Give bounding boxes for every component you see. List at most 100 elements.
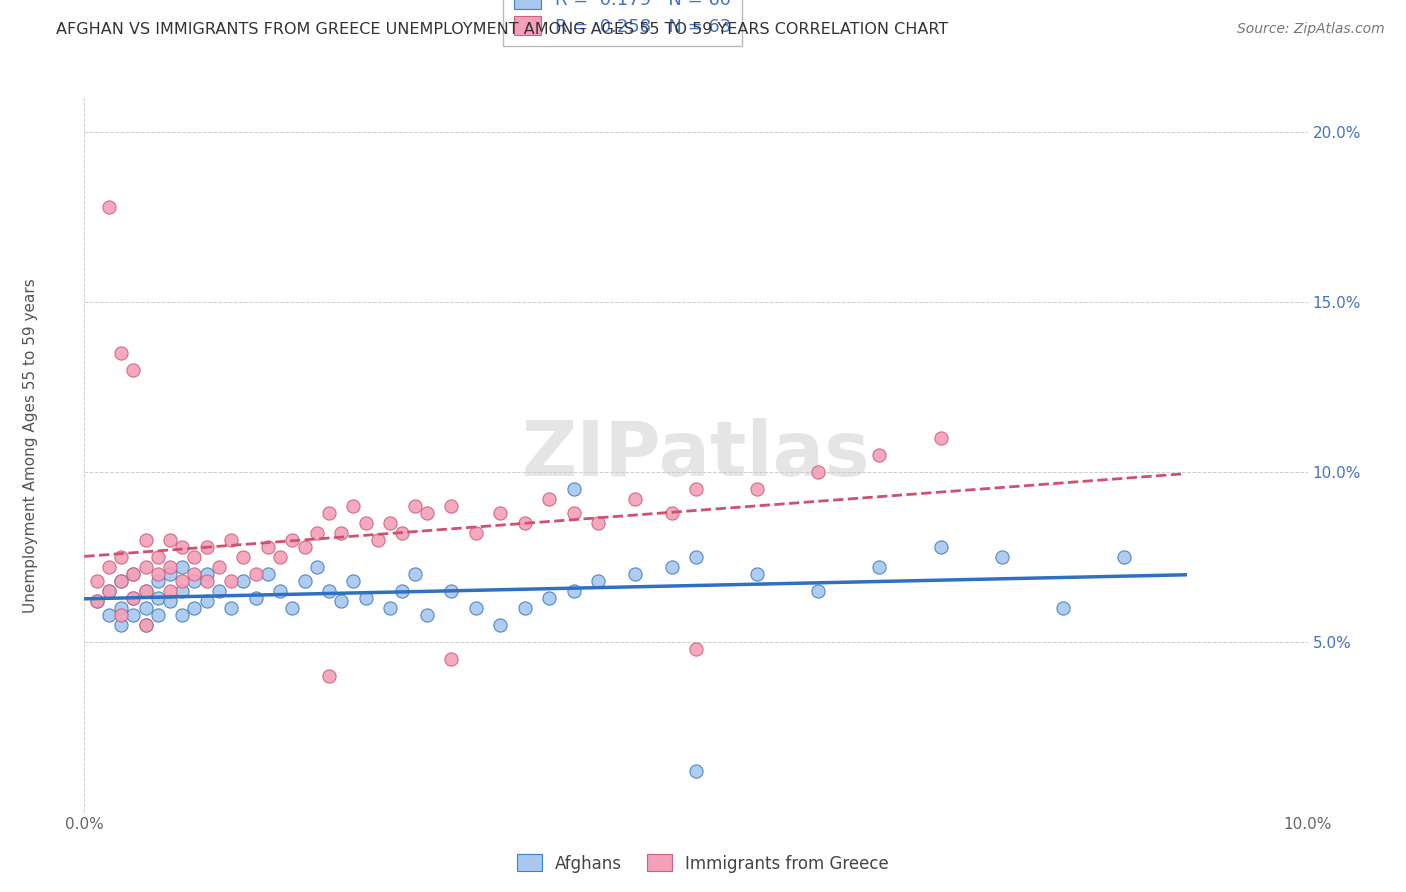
Point	[305, 560, 328, 574]
Point	[232, 549, 254, 564]
Point	[86, 594, 108, 608]
Point	[135, 533, 157, 547]
Point	[586, 516, 609, 530]
Point	[294, 540, 316, 554]
Point	[219, 600, 242, 615]
Point	[685, 764, 707, 778]
Point	[489, 506, 512, 520]
Point	[146, 549, 169, 564]
Point	[146, 591, 169, 605]
Point	[464, 600, 486, 615]
Point	[404, 499, 426, 513]
Point	[122, 566, 145, 581]
Point	[513, 600, 536, 615]
Point	[86, 574, 108, 588]
Text: ZIPatlas: ZIPatlas	[522, 418, 870, 491]
Point	[391, 526, 413, 541]
Point	[513, 516, 536, 530]
Point	[624, 492, 647, 507]
Point	[159, 583, 181, 598]
Point	[97, 200, 120, 214]
Point	[97, 583, 120, 598]
Legend: R =  0.179   N = 60, R =  0.258   N = 63: R = 0.179 N = 60, R = 0.258 N = 63	[503, 0, 742, 46]
Point	[367, 533, 389, 547]
Point	[281, 533, 304, 547]
Point	[807, 465, 830, 479]
Legend: Afghans, Immigrants from Greece: Afghans, Immigrants from Greece	[510, 847, 896, 880]
Point	[245, 591, 267, 605]
Point	[685, 482, 707, 496]
Point	[294, 574, 316, 588]
Point	[624, 566, 647, 581]
Point	[318, 506, 340, 520]
Point	[342, 574, 364, 588]
Point	[685, 641, 707, 656]
Point	[318, 583, 340, 598]
Point	[122, 591, 145, 605]
Point	[929, 540, 952, 554]
Point	[538, 492, 561, 507]
Point	[146, 607, 169, 622]
Point	[172, 560, 194, 574]
Point	[685, 549, 707, 564]
Point	[380, 516, 402, 530]
Point	[172, 574, 194, 588]
Point	[869, 560, 891, 574]
Point	[232, 574, 254, 588]
Point	[146, 566, 169, 581]
Point	[183, 574, 205, 588]
Point	[269, 583, 291, 598]
Point	[110, 346, 132, 360]
Point	[1114, 549, 1136, 564]
Point	[135, 560, 157, 574]
Point	[929, 431, 952, 445]
Point	[489, 617, 512, 632]
Point	[342, 499, 364, 513]
Point	[110, 549, 132, 564]
Point	[110, 574, 132, 588]
Point	[440, 583, 463, 598]
Point	[159, 533, 181, 547]
Point	[416, 607, 439, 622]
Point	[122, 363, 145, 377]
Point	[135, 583, 157, 598]
Point	[110, 607, 132, 622]
Point	[869, 448, 891, 462]
Point	[110, 574, 132, 588]
Point	[122, 591, 145, 605]
Point	[122, 566, 145, 581]
Point	[159, 560, 181, 574]
Point	[97, 583, 120, 598]
Point	[146, 574, 169, 588]
Point	[183, 566, 205, 581]
Point	[562, 506, 585, 520]
Point	[464, 526, 486, 541]
Point	[110, 600, 132, 615]
Point	[208, 560, 231, 574]
Point	[183, 600, 205, 615]
Point	[305, 526, 328, 541]
Point	[330, 526, 353, 541]
Point	[661, 560, 683, 574]
Point	[538, 591, 561, 605]
Point	[661, 506, 683, 520]
Point	[562, 482, 585, 496]
Point	[219, 533, 242, 547]
Point	[219, 574, 242, 588]
Point	[440, 499, 463, 513]
Point	[172, 607, 194, 622]
Point	[562, 583, 585, 598]
Point	[195, 540, 218, 554]
Point	[318, 669, 340, 683]
Point	[172, 540, 194, 554]
Point	[195, 574, 218, 588]
Point	[183, 549, 205, 564]
Point	[281, 600, 304, 615]
Point	[135, 617, 157, 632]
Point	[404, 566, 426, 581]
Point	[747, 566, 769, 581]
Point	[172, 583, 194, 598]
Point	[97, 607, 120, 622]
Point	[440, 652, 463, 666]
Point	[135, 583, 157, 598]
